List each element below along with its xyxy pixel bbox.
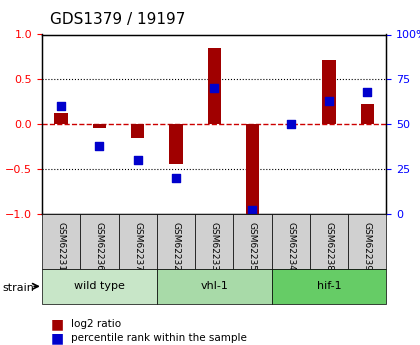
FancyBboxPatch shape [272, 269, 386, 304]
Text: GSM62234: GSM62234 [286, 222, 295, 271]
Text: log2 ratio: log2 ratio [71, 319, 121, 329]
Text: GSM62235: GSM62235 [248, 222, 257, 271]
FancyBboxPatch shape [80, 214, 118, 269]
Point [249, 208, 256, 213]
FancyBboxPatch shape [157, 269, 272, 304]
FancyBboxPatch shape [42, 269, 157, 304]
Point [326, 98, 332, 104]
FancyBboxPatch shape [42, 214, 80, 269]
Text: strain: strain [2, 283, 34, 293]
Text: percentile rank within the sample: percentile rank within the sample [71, 333, 247, 343]
Text: ■: ■ [50, 331, 63, 345]
Bar [169, 124, 183, 164]
FancyBboxPatch shape [348, 214, 386, 269]
FancyBboxPatch shape [157, 214, 195, 269]
Text: vhl-1: vhl-1 [200, 282, 228, 291]
FancyBboxPatch shape [195, 214, 234, 269]
Bar [322, 60, 336, 124]
Point [364, 89, 370, 95]
FancyBboxPatch shape [118, 214, 157, 269]
Bar [360, 105, 374, 124]
Point [96, 143, 103, 148]
Text: ■: ■ [50, 317, 63, 331]
Text: hif-1: hif-1 [317, 282, 341, 291]
Text: wild type: wild type [74, 282, 125, 291]
Bar [131, 124, 144, 138]
Bar [93, 124, 106, 128]
Text: GSM62239: GSM62239 [363, 222, 372, 271]
Bar [246, 124, 259, 214]
FancyBboxPatch shape [310, 214, 348, 269]
Point [173, 175, 179, 181]
Point [211, 86, 218, 91]
Text: GSM62238: GSM62238 [325, 222, 333, 271]
FancyBboxPatch shape [234, 214, 272, 269]
Text: GSM62231: GSM62231 [57, 222, 66, 271]
Text: GSM62237: GSM62237 [133, 222, 142, 271]
Point [287, 121, 294, 127]
Text: GSM62233: GSM62233 [210, 222, 219, 271]
Text: GDS1379 / 19197: GDS1379 / 19197 [50, 12, 186, 27]
Text: GSM62236: GSM62236 [95, 222, 104, 271]
Text: GSM62232: GSM62232 [171, 222, 181, 271]
FancyBboxPatch shape [272, 214, 310, 269]
Bar [207, 48, 221, 124]
Point [58, 104, 65, 109]
Point [134, 157, 141, 163]
Bar [55, 112, 68, 124]
